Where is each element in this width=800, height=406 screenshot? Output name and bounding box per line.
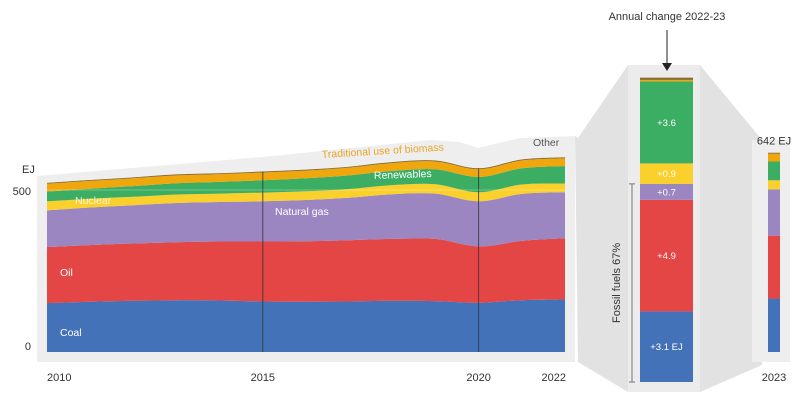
change-label-oil: +4.9: [657, 251, 676, 262]
bar-2023: [768, 152, 780, 352]
area-traditional-use-of-biomass: [47, 158, 565, 192]
bar-2023-segment-natural-gas: [768, 189, 780, 236]
change-segment-coal: [640, 311, 693, 382]
bar-2023-segment-oil: [768, 235, 780, 299]
change-label-natural-gas: +0.7: [657, 187, 676, 198]
area-other: [47, 157, 565, 184]
fossil-fuels-label: Fossil fuels 67%: [611, 243, 623, 323]
area-natural-gas: [47, 192, 565, 247]
year-guide-lines: [262, 168, 480, 352]
change-segment-other: [640, 77, 693, 80]
change-arrow-head: [662, 63, 672, 71]
x-tick-label-2015: 2015: [251, 372, 275, 384]
x-tick-label-2020: 2020: [466, 372, 490, 384]
series-label-other: Other: [533, 137, 560, 149]
change-label-nuclear: +0.9: [657, 169, 676, 180]
stacked-areas: [47, 157, 565, 352]
bar-2023-segment-coal: [768, 298, 780, 352]
change-bar: +3.1 EJ +4.9 +0.7 +0.9 +3.6: [640, 77, 693, 382]
area-renewables: [47, 166, 565, 202]
series-label-coal: Coal: [60, 327, 82, 339]
change-segment-renewables: [640, 81, 693, 164]
area-oil: [47, 238, 565, 304]
series-label-renewables: Renewables: [374, 168, 432, 182]
change-segment-traditional-use-of-biomass: [640, 79, 693, 82]
x-tick-label-2022: 2022: [542, 372, 566, 384]
change-label-renewables: +3.6: [657, 118, 676, 129]
series-label-natural-gas: Natural gas: [275, 206, 329, 218]
bar-2023-segment-renewables: [768, 161, 780, 181]
change-label-coal: +3.1 EJ: [650, 342, 683, 353]
bar-2023-segment-nuclear: [768, 180, 780, 190]
series-label-nuclear: Nuclear: [75, 195, 112, 207]
fossil-bracket: [629, 183, 635, 383]
change-segment-oil: [640, 199, 693, 312]
change-segment-nuclear: [640, 163, 693, 184]
total-2023-label: 642 EJ: [757, 136, 791, 148]
x-tick-label-2023: 2023: [762, 372, 786, 384]
change-title: Annual change 2022-23: [609, 11, 726, 23]
area-coal: [47, 299, 565, 352]
series-label-oil: Oil: [60, 267, 73, 279]
change-segment-natural-gas: [640, 183, 693, 200]
x-tick-label-2010: 2010: [47, 372, 71, 384]
y-tick-label-0: 0: [25, 341, 31, 353]
y-axis-unit-label: EJ: [22, 164, 35, 176]
bar-2023-segment-other: [768, 152, 780, 154]
bar-2023-segment-traditional-use-of-biomass: [768, 153, 780, 162]
y-tick-label-500: 500: [13, 186, 31, 198]
